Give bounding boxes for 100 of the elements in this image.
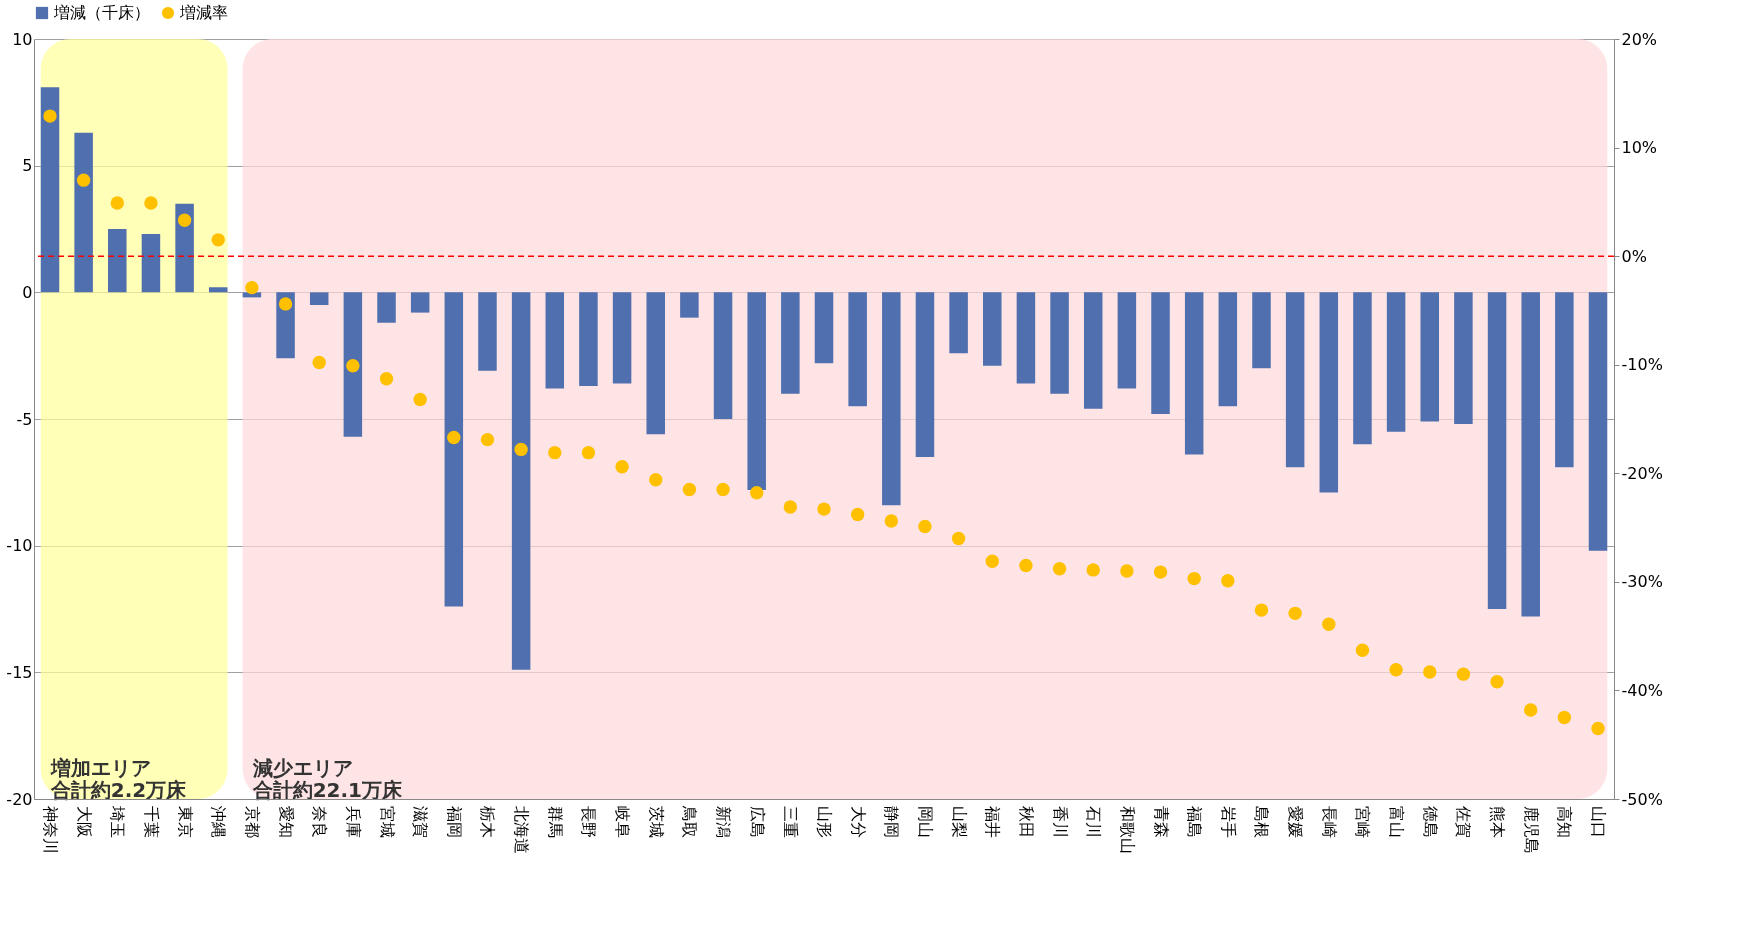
x-tick-label: 福井 [983, 805, 1003, 838]
bar [781, 292, 800, 394]
x-tick-label: 徳島 [1420, 805, 1440, 838]
bar [1521, 292, 1540, 617]
point [884, 514, 899, 528]
point [918, 519, 932, 534]
x-tick-label: 青森 [1151, 805, 1171, 838]
point [1490, 675, 1504, 689]
y2-tick-label: -10% [1621, 355, 1663, 375]
point [1423, 665, 1437, 679]
bar [444, 292, 464, 607]
bar [915, 292, 935, 457]
point [480, 432, 495, 447]
x-tick-label: 新潟 [714, 805, 734, 838]
bar [579, 292, 598, 387]
x-tick-label: 岩手 [1218, 805, 1238, 838]
bar [1285, 292, 1305, 468]
bar [1184, 292, 1204, 455]
point [649, 473, 663, 487]
bar [141, 234, 161, 293]
point [682, 482, 697, 497]
x-tick-label: 愛知 [276, 805, 296, 838]
bar [1386, 292, 1406, 432]
point [581, 445, 596, 460]
x-tick-label: 京都 [242, 805, 262, 838]
x-tick-label: 兵庫 [343, 805, 363, 838]
y2-tick-label: -50% [1621, 789, 1663, 809]
y-tick-label: -10 [6, 536, 33, 556]
point [1322, 617, 1336, 631]
bar [377, 292, 396, 323]
y2-tick-label: -30% [1621, 572, 1663, 592]
point [413, 392, 427, 407]
point [850, 507, 865, 522]
bar [1319, 292, 1339, 493]
bar [545, 292, 565, 389]
point [514, 442, 528, 457]
bar [175, 203, 194, 293]
bar [1050, 292, 1069, 394]
point [245, 280, 259, 295]
y-tick-label: -20 [6, 789, 33, 809]
text: 合計約22.1万床 [252, 778, 403, 802]
x-tick-label: 広島 [747, 805, 767, 838]
x-tick-label: 長野 [579, 805, 599, 838]
x-tick-label: 愛媛 [1286, 805, 1306, 838]
bar [680, 292, 699, 318]
point [1456, 667, 1471, 681]
point [615, 460, 629, 474]
point [1254, 603, 1269, 617]
x-tick-label: 島根 [1252, 805, 1272, 838]
bar [40, 87, 60, 293]
bar [1151, 292, 1170, 414]
point [1086, 563, 1100, 577]
y-tick-label: 5 [22, 156, 33, 176]
bar [1454, 292, 1473, 425]
bar [1420, 292, 1440, 422]
bar [478, 292, 497, 371]
x-tick-label: 奈良 [310, 805, 330, 838]
point [278, 297, 293, 311]
bar [983, 292, 1002, 366]
bar [814, 292, 834, 364]
bar [848, 292, 867, 407]
x-tick-label: 和歌山 [1117, 805, 1137, 854]
x-tick-label: 群馬 [545, 805, 565, 838]
x-tick-label: 鹿児島 [1521, 805, 1541, 854]
y2-tick-label: -20% [1621, 463, 1663, 483]
x-tick-label: 東京 [175, 805, 195, 838]
point [817, 502, 831, 516]
bar [1353, 292, 1372, 445]
point [1052, 562, 1067, 576]
point [1187, 571, 1201, 586]
bar [410, 292, 430, 313]
x-tick-label: 千葉 [141, 805, 161, 838]
bar [713, 292, 733, 419]
x-tick-label: 三重 [781, 805, 801, 838]
point [548, 445, 562, 460]
bar [1218, 292, 1238, 407]
y-tick-label: 0 [22, 282, 33, 302]
legend-label: 増減率 [179, 3, 228, 22]
x-tick-label: 高知 [1555, 805, 1575, 838]
point [1591, 721, 1605, 736]
point [379, 372, 394, 386]
x-tick-label: 滋賀 [411, 805, 431, 838]
x-tick-label: 宮崎 [1353, 805, 1373, 838]
point [76, 173, 91, 187]
x-tick-label: 岡山 [915, 805, 935, 838]
x-tick-label: 沖縄 [209, 805, 229, 838]
bar [74, 132, 93, 293]
point [1019, 558, 1033, 573]
bar [747, 292, 766, 490]
x-tick-label: 茨城 [646, 805, 666, 838]
point [346, 359, 360, 373]
legend-label: 増減（千床） [53, 3, 150, 22]
x-tick-label: 佐賀 [1454, 805, 1474, 838]
x-tick-label: 山口 [1589, 805, 1609, 838]
x-tick-label: 秋田 [1016, 805, 1036, 838]
point [177, 213, 192, 228]
point [749, 486, 764, 500]
y-tick-label: 10 [12, 29, 33, 49]
point [144, 196, 158, 210]
x-tick-label: 石川 [1084, 805, 1104, 838]
